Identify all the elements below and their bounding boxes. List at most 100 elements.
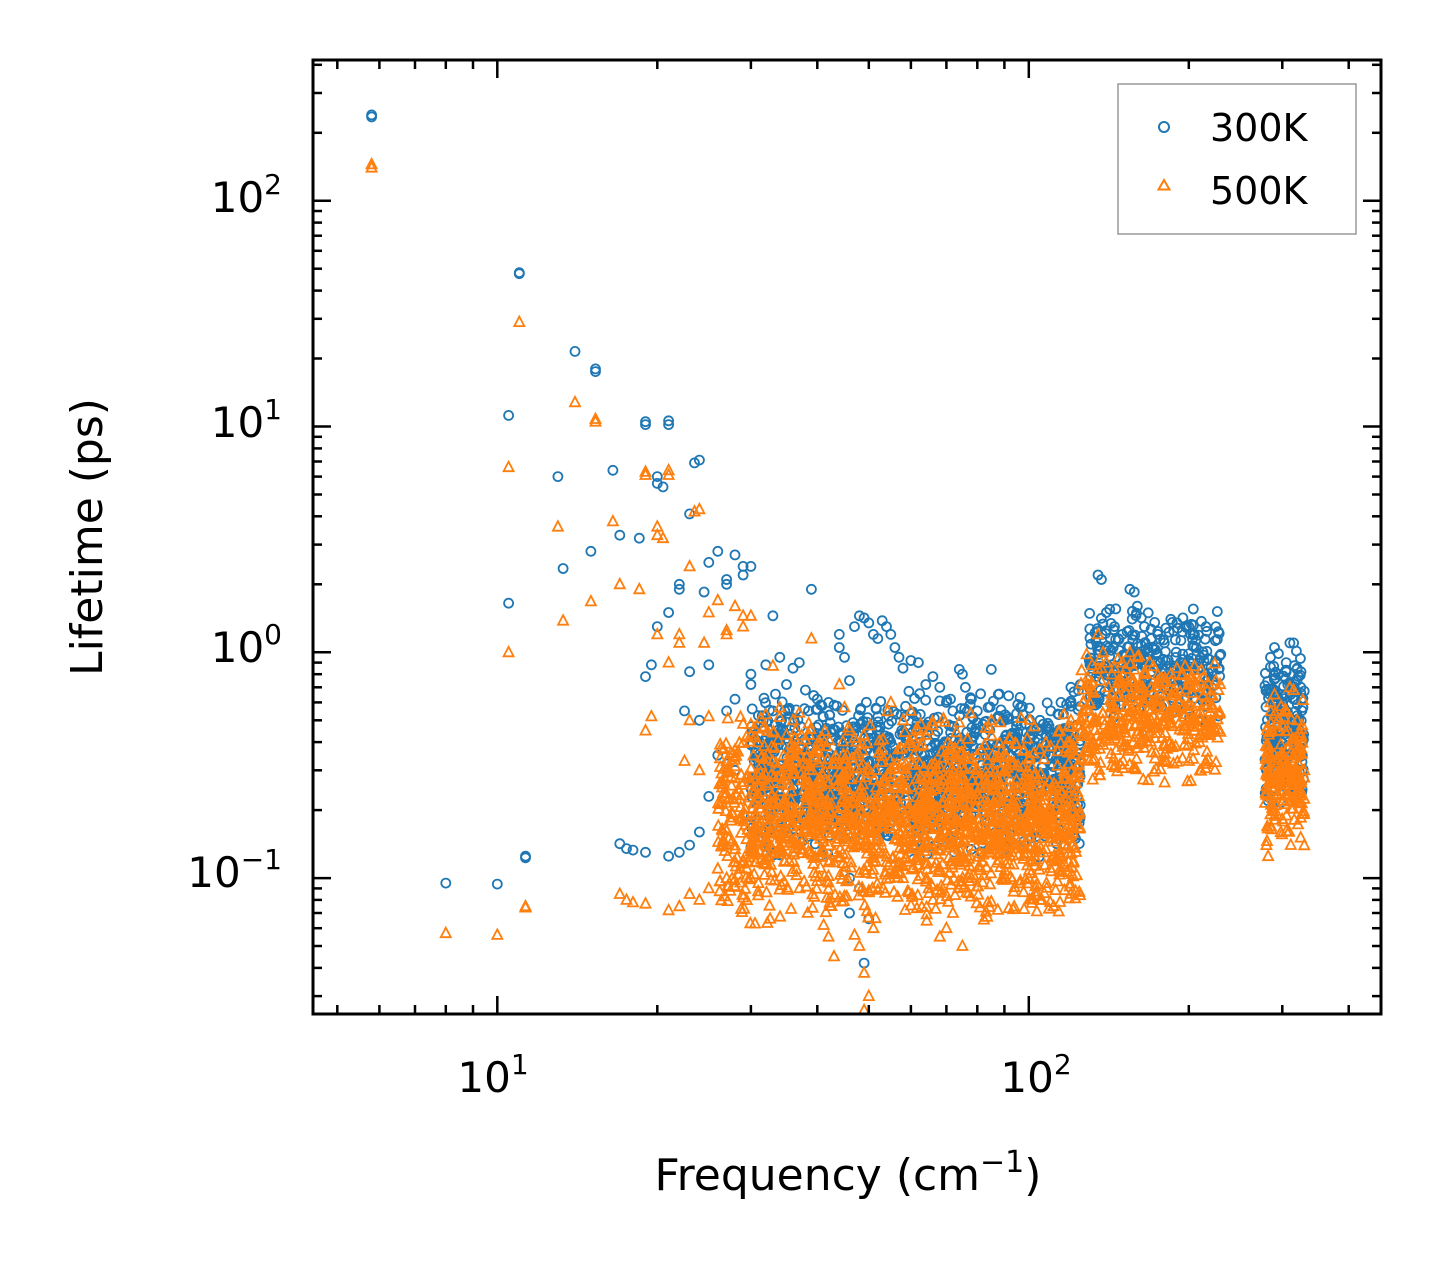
point-500k [786, 818, 800, 831]
point-500k [1006, 848, 1020, 861]
point-500k [898, 902, 912, 915]
point-500k [764, 767, 778, 780]
point-500k [1275, 826, 1289, 840]
point-500k [1193, 762, 1207, 776]
point-500k [692, 892, 706, 905]
point-500k [722, 792, 736, 805]
point-300k [745, 679, 757, 690]
point-500k [556, 613, 570, 626]
point-300k [663, 607, 674, 618]
point-500k [1075, 662, 1089, 676]
point-500k [748, 842, 762, 856]
point-300k [781, 679, 792, 690]
point-500k [721, 764, 734, 778]
point-300k [1273, 668, 1284, 680]
point-300k [875, 696, 887, 707]
point-500k [1203, 687, 1217, 700]
point-500k [804, 631, 818, 644]
point-300k [513, 268, 525, 280]
point-500k [1275, 783, 1289, 797]
point-500k [871, 828, 885, 841]
point-500k [930, 799, 944, 813]
point-300k [1110, 603, 1122, 615]
point-300k [1211, 606, 1223, 617]
point-500k [852, 879, 866, 892]
point-500k [780, 727, 793, 740]
point-500k [519, 900, 532, 913]
point-300k [366, 111, 378, 123]
point-500k [1043, 860, 1057, 873]
point-500k [728, 742, 742, 755]
point-300k [1109, 621, 1120, 632]
point-500k [1209, 754, 1223, 768]
point-500k [1111, 675, 1125, 689]
point-500k [714, 776, 728, 789]
point-500k [861, 910, 875, 923]
point-500k [884, 761, 898, 775]
point-500k [1147, 764, 1161, 777]
point-500k [1187, 712, 1201, 725]
point-500k [1068, 890, 1082, 904]
point-500k [1182, 753, 1196, 766]
point-500k [795, 727, 808, 741]
point-500k [773, 909, 787, 922]
point-500k [814, 793, 828, 807]
point-500k [1053, 867, 1067, 880]
point-500k [941, 776, 955, 790]
point-300k [833, 629, 845, 640]
point-300k [783, 702, 795, 714]
point-300k [569, 345, 581, 357]
point-500k [728, 872, 741, 885]
point-500k [869, 779, 883, 793]
point-500k [888, 760, 902, 773]
point-500k [899, 849, 913, 862]
point-500k [721, 878, 735, 891]
point-500k [920, 913, 934, 926]
point-500k [968, 779, 982, 792]
point-500k [1259, 785, 1273, 798]
point-500k [735, 856, 749, 869]
point-500k [971, 887, 985, 900]
point-500k [1019, 780, 1033, 794]
point-500k [996, 798, 1010, 812]
point-500k [1074, 676, 1088, 689]
point-500k [839, 873, 853, 887]
point-500k [764, 838, 778, 852]
point-500k [785, 741, 799, 754]
point-500k [922, 780, 936, 793]
point-500k [1286, 731, 1300, 744]
point-500k [1135, 694, 1149, 707]
point-300k [985, 664, 997, 675]
point-500k [881, 857, 895, 871]
point-300k [640, 419, 651, 431]
point-500k [992, 792, 1005, 805]
point-300k [1065, 695, 1077, 707]
point-500k [888, 780, 902, 794]
point-500k [1189, 736, 1203, 749]
plot-frame [311, 58, 1383, 1016]
point-500k [1017, 901, 1031, 914]
point-500k [896, 712, 910, 726]
point-500k [728, 770, 742, 784]
point-300k [729, 693, 741, 705]
point-500k [1044, 802, 1058, 815]
legend-marker-300k [1158, 121, 1170, 133]
point-300k [1096, 574, 1107, 585]
point-500k [855, 880, 869, 893]
point-500k [911, 830, 925, 844]
point-500k [1280, 808, 1293, 821]
point-500k [1099, 723, 1113, 736]
point-300k [684, 839, 695, 851]
point-300k [585, 545, 597, 557]
point-500k [1057, 882, 1071, 896]
point-300k [1017, 709, 1029, 720]
point-300k [1157, 653, 1169, 665]
point-500k [1268, 706, 1282, 719]
point-300k [520, 852, 531, 864]
point-300k [1193, 629, 1204, 641]
point-500k [1278, 796, 1292, 810]
point-500k [913, 738, 927, 752]
point-500k [720, 622, 734, 636]
point-500k [754, 764, 768, 778]
point-500k [892, 810, 906, 823]
